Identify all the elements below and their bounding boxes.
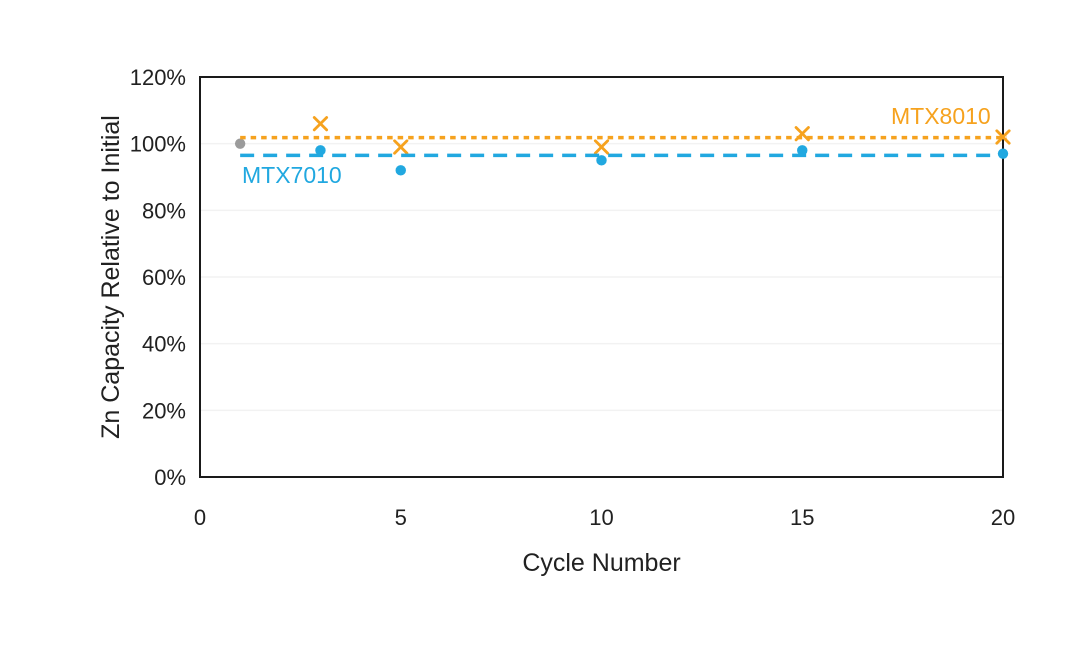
marker-mtx7010 (315, 145, 326, 156)
y-axis-title: Zn Capacity Relative to Initial (97, 115, 125, 439)
x-tick-label: 5 (395, 505, 407, 530)
marker-mtx7010 (395, 165, 406, 176)
y-tick-label: 0% (154, 465, 186, 490)
x-axis-title: Cycle Number (522, 549, 681, 577)
marker-mtx8010 (593, 139, 610, 155)
marker-mtx8010 (312, 116, 329, 132)
marker-mtx7010 (997, 148, 1009, 159)
marker-mtx7010 (596, 155, 607, 166)
y-tick-label: 20% (142, 398, 186, 423)
marker-mtx8010 (393, 139, 409, 155)
plot-border (199, 76, 1004, 478)
y-tick-label: 100% (130, 132, 186, 157)
y-tick-label: 80% (142, 198, 186, 223)
y-tick-label: 60% (142, 265, 186, 290)
marker-mtx7010 (797, 145, 808, 156)
x-tick-label: 0 (194, 505, 206, 530)
y-tick-label: 120% (130, 65, 186, 90)
y-tick-label: 40% (142, 332, 186, 357)
marker-initial-point (234, 138, 246, 149)
marker-mtx8010 (794, 126, 810, 142)
marker-mtx8010 (995, 129, 1011, 145)
x-tick-label: 10 (589, 505, 613, 530)
series-label-mtx7010: MTX7010 (242, 162, 342, 188)
series-label-mtx8010: MTX8010 (891, 103, 991, 129)
x-tick-label: 20 (991, 505, 1015, 530)
x-tick-label: 15 (790, 505, 814, 530)
